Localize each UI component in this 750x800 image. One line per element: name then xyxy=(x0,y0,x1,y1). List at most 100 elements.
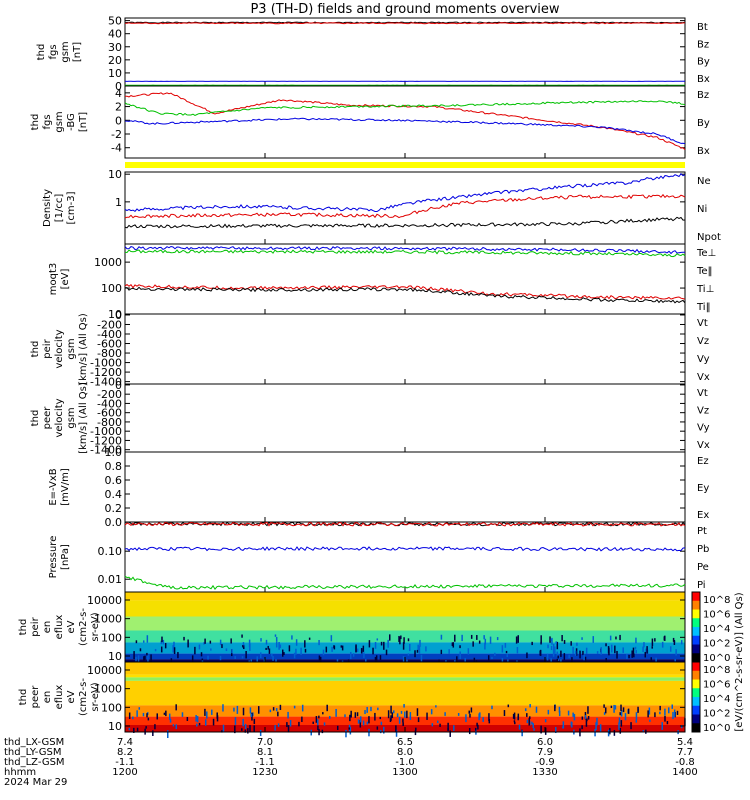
spectrogram-band xyxy=(125,716,685,725)
y-tick-label: -400 xyxy=(97,328,122,341)
legend-Bz: Bz xyxy=(697,39,709,50)
spectrogram-speck xyxy=(544,719,547,723)
spectrogram-speck xyxy=(622,707,625,713)
spectrogram-speck xyxy=(170,658,173,663)
spectrogram-speck xyxy=(661,722,663,730)
spectrogram-speck xyxy=(487,655,490,661)
spectrogram-speck xyxy=(631,650,633,658)
spectrogram-speck xyxy=(304,648,307,653)
spectrogram-speck xyxy=(374,712,376,721)
spectrogram-speck xyxy=(547,644,549,649)
y-tick-label: 1 xyxy=(115,196,122,209)
y-tick-label: 50 xyxy=(108,15,122,28)
colorbar-segment xyxy=(692,679,700,689)
spectrogram-speck xyxy=(673,639,676,645)
spectrogram-speck xyxy=(242,645,244,648)
spectrogram-speck xyxy=(234,725,236,734)
y-tick-label: 0 xyxy=(115,114,122,127)
spectrogram-speck xyxy=(554,726,557,734)
y-axis-label: fgs xyxy=(48,44,59,59)
spectrogram-speck xyxy=(136,710,138,717)
spectrogram-speck xyxy=(473,657,476,665)
spectrogram-speck xyxy=(613,730,616,736)
y-axis-label: peir xyxy=(30,616,41,636)
colorbar-segment xyxy=(692,592,700,602)
y-tick-label: 1000 xyxy=(94,256,122,269)
legend-Bx: Bx xyxy=(697,74,710,85)
panel-frame xyxy=(124,171,686,245)
spectrogram-speck xyxy=(147,654,149,662)
spectrogram-speck xyxy=(341,645,344,651)
spectrogram-speck xyxy=(249,643,251,651)
x-axis-row-label: thd_LY-GSM xyxy=(4,747,61,758)
spectrogram-speck xyxy=(383,726,385,734)
spectrogram-speck xyxy=(461,634,463,642)
spectrogram-speck xyxy=(274,725,276,731)
spectrogram-speck xyxy=(595,722,597,731)
spectrogram-speck xyxy=(643,642,645,648)
y-tick-label: -600 xyxy=(97,407,122,420)
spectrogram-speck xyxy=(457,713,460,716)
spectrogram-speck xyxy=(221,730,223,733)
y-tick-label: 10 xyxy=(108,168,122,181)
spectrogram-speck xyxy=(581,725,583,730)
spectrogram-speck xyxy=(529,704,531,708)
spectrogram-speck xyxy=(253,718,256,724)
x-tick-label: 6.5 xyxy=(397,737,413,748)
legend-Pt: Pt xyxy=(697,526,707,537)
spectrogram-speck xyxy=(142,712,145,717)
spectrogram-speck xyxy=(611,644,613,653)
legend-Vx: Vx xyxy=(697,440,710,451)
colorbar-segment xyxy=(692,705,700,715)
spectrogram-speck xyxy=(532,723,534,729)
legend-Ni: Ni xyxy=(697,204,707,215)
spectrogram-speck xyxy=(352,653,355,657)
spectrogram-speck xyxy=(204,638,206,644)
spectrogram-speck xyxy=(288,645,291,652)
colorbar-tick-label: 10^0 xyxy=(703,653,730,664)
spectrogram-speck xyxy=(383,641,385,650)
spectrogram-speck xyxy=(558,706,561,713)
spectrogram-band xyxy=(125,680,685,706)
spectrogram-speck xyxy=(526,652,528,659)
spectrogram-speck xyxy=(128,712,131,720)
spectrogram-speck xyxy=(610,705,613,709)
y-axis-label: eV xyxy=(66,690,77,703)
spectrogram-speck xyxy=(278,642,280,650)
spectrogram-speck xyxy=(585,647,588,654)
spectrogram-speck xyxy=(634,646,637,650)
spectrogram-speck xyxy=(630,722,632,730)
spectrogram-speck xyxy=(391,712,394,719)
y-axis-label: peer xyxy=(30,685,41,709)
spectrogram-speck xyxy=(260,652,262,659)
y-axis-label: [km/s] (All Qs) xyxy=(78,313,89,385)
spectrogram-speck xyxy=(275,708,278,712)
spectrogram-speck xyxy=(344,714,346,718)
series-Pi xyxy=(124,546,686,552)
spectrogram-band xyxy=(125,616,685,631)
spectrogram-speck xyxy=(619,634,621,641)
spectrogram-speck xyxy=(402,642,405,650)
panel-frame xyxy=(124,383,686,453)
spectrogram-speck xyxy=(535,706,538,713)
y-axis-label: [mV/m] xyxy=(60,468,71,506)
spectrogram-speck xyxy=(330,635,333,642)
spectrogram-speck xyxy=(368,728,370,737)
x-tick-label: 1230 xyxy=(252,767,277,778)
y-axis-label: eflux xyxy=(54,615,65,640)
panel-p3: 10 1 Density [1/cc] [cm-3] Ne Ni Npot xyxy=(42,168,721,245)
spectrogram-speck xyxy=(322,712,324,715)
spectrogram-band xyxy=(125,674,685,678)
spectrogram-speck xyxy=(389,634,391,641)
legend-By: By xyxy=(697,57,710,68)
spectrogram-speck xyxy=(453,725,455,731)
spectrogram-speck xyxy=(279,644,282,649)
spectrogram-speck xyxy=(287,711,289,719)
spectrogram-speck xyxy=(583,654,585,661)
spectrogram-speck xyxy=(438,659,440,664)
spectrogram-speck xyxy=(198,644,201,650)
spectrogram-speck xyxy=(225,648,228,652)
colorbar-segment xyxy=(692,723,700,733)
spectrogram-speck xyxy=(336,659,339,664)
panel-frame xyxy=(124,243,686,315)
